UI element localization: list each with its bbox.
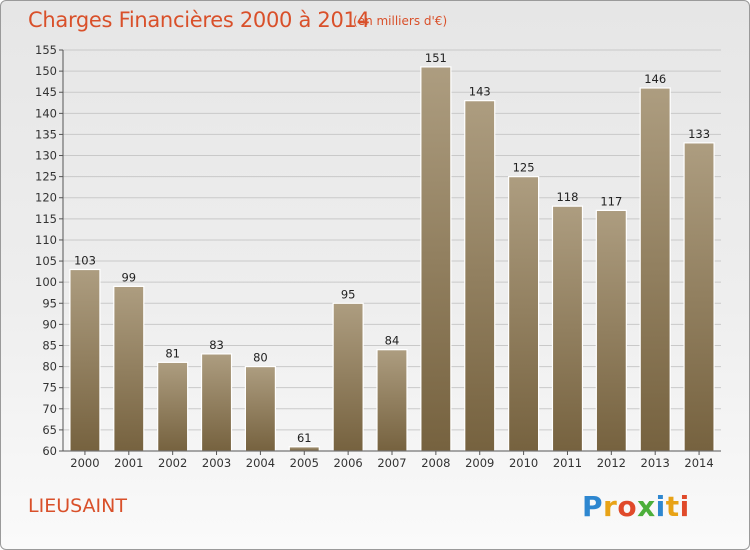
data-label: 84 [385, 334, 400, 348]
logo-letter: x [637, 490, 656, 523]
logo-letter: i [679, 490, 690, 523]
x-tick-label: 2001 [114, 456, 143, 470]
bar-2011 [551, 205, 584, 452]
data-label: 118 [556, 190, 578, 204]
y-tick-label: 80 [42, 360, 57, 374]
bar-2009 [464, 100, 496, 452]
bar-2012 [595, 209, 627, 452]
data-label: 103 [74, 253, 96, 267]
bar-2004 [244, 365, 276, 452]
x-tick-label: 2003 [202, 456, 231, 470]
x-tick-label: 2002 [158, 456, 187, 470]
bar-2008 [420, 66, 452, 452]
y-tick-label: 110 [35, 233, 57, 247]
logo-letter: t [665, 490, 680, 523]
commune-name: LIEUSAINT [28, 495, 127, 517]
bar-2013 [639, 87, 671, 452]
data-label: 83 [209, 338, 224, 352]
y-tick-label: 85 [42, 338, 57, 352]
x-tick-label: 2000 [70, 456, 99, 470]
bar-2000 [69, 268, 101, 452]
y-tick-label: 120 [35, 191, 57, 205]
x-tick-label: 2009 [465, 456, 494, 470]
bar-2003 [200, 353, 233, 452]
y-tick-label: 70 [42, 402, 57, 416]
x-tick-label: 2005 [290, 456, 319, 470]
data-label: 99 [121, 270, 136, 284]
y-tick-label: 135 [35, 127, 57, 141]
axes [59, 49, 721, 455]
data-label: 81 [165, 346, 180, 360]
logo-letter: o [617, 490, 638, 523]
y-tick-label: 95 [42, 296, 57, 310]
y-tick-label: 125 [35, 170, 57, 184]
y-tick-label: 115 [35, 212, 57, 226]
y-tick-label: 60 [42, 444, 57, 458]
x-tick-label: 2010 [509, 456, 538, 470]
data-label: 146 [644, 72, 666, 86]
y-tick-label: 145 [35, 85, 57, 99]
y-tick-label: 130 [35, 149, 57, 163]
y-tick-label: 75 [42, 381, 57, 395]
x-tick-label: 2014 [684, 456, 713, 470]
x-tick-label: 2004 [246, 456, 275, 470]
y-tick-label: 150 [35, 64, 57, 78]
bar-2010 [508, 176, 540, 452]
bar-2006 [332, 302, 364, 452]
data-label: 151 [425, 51, 447, 65]
proxiti-logo: Proxiti [582, 490, 690, 523]
bar-2007 [376, 349, 408, 452]
bar-2001 [113, 285, 145, 452]
data-label: 95 [341, 287, 356, 301]
bar-2005 [288, 446, 320, 452]
x-tick-label: 2011 [553, 456, 582, 470]
labels: 60 65 70 75 80 85 90 95 100 105 110 115 120 125 130 135… [35, 43, 714, 470]
data-label: 117 [600, 194, 622, 208]
bar-2014 [683, 142, 715, 452]
data-label: 61 [297, 431, 312, 445]
bars [69, 66, 715, 452]
bar-2002 [157, 361, 189, 452]
data-label: 125 [513, 161, 535, 175]
x-tick-label: 2008 [421, 456, 450, 470]
y-tick-label: 100 [35, 275, 57, 289]
chart-title: Charges Financières 2000 à 2014 [28, 8, 370, 32]
y-tick-label: 155 [35, 43, 57, 57]
y-tick-label: 105 [35, 254, 57, 268]
x-tick-label: 2007 [377, 456, 406, 470]
logo-letter: P [582, 490, 604, 523]
data-label: 133 [688, 127, 710, 141]
x-tick-label: 2013 [641, 456, 670, 470]
data-label: 143 [469, 85, 491, 99]
logo-letter: r [603, 490, 618, 523]
logo-letter: i [655, 490, 666, 523]
x-tick-label: 2006 [333, 456, 362, 470]
chart-subtitle: (en milliers d'€) [353, 14, 448, 28]
x-tick-label: 2012 [597, 456, 626, 470]
data-label: 80 [253, 351, 268, 365]
y-tick-label: 90 [42, 317, 57, 331]
y-tick-label: 140 [35, 106, 57, 120]
y-tick-label: 65 [42, 423, 57, 437]
